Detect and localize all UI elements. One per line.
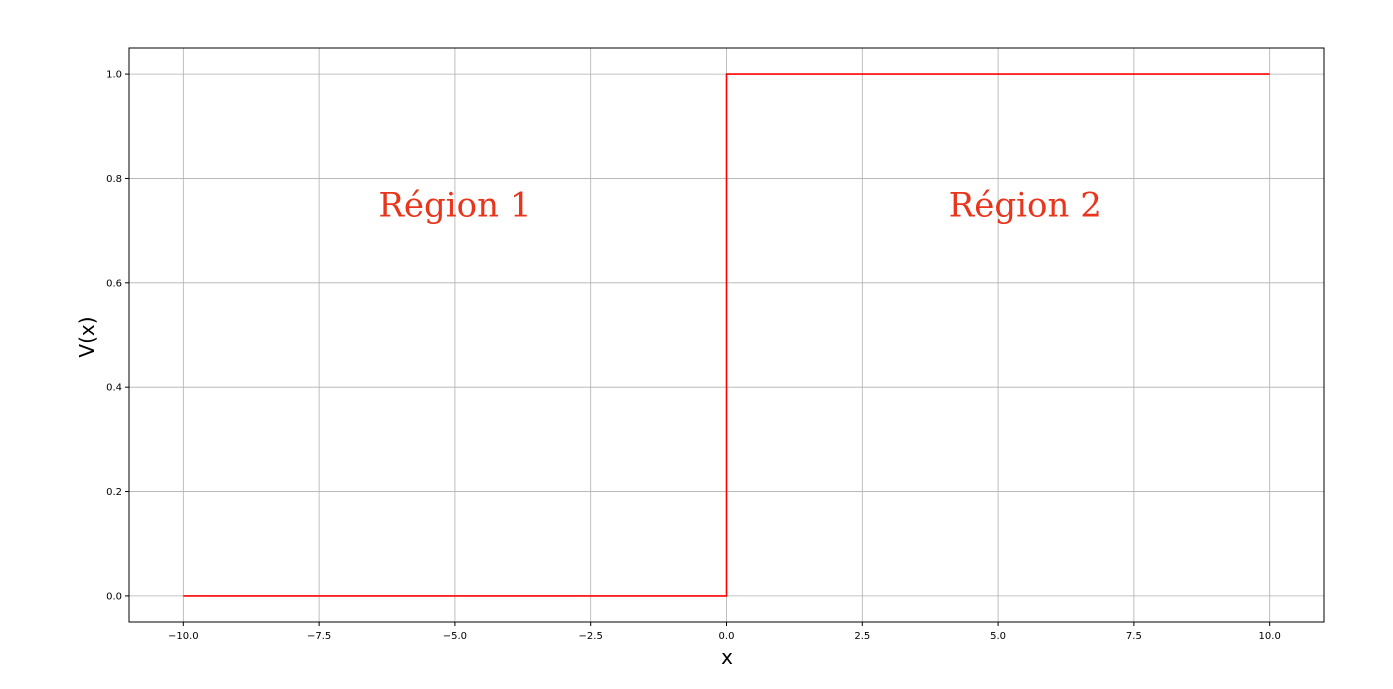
y-tick-label: 0.0 (106, 591, 122, 602)
region-label-1: Région 1 (378, 186, 531, 226)
x-tick-label: 7.5 (1126, 631, 1142, 642)
y-tick-label: 0.4 (106, 383, 122, 394)
x-tick-label: −2.5 (579, 631, 603, 642)
x-tick-label: 2.5 (854, 631, 870, 642)
x-tick-label: 0.0 (719, 631, 735, 642)
annotations: Région 1 Région 2 (378, 186, 1102, 226)
y-tick-label: 0.8 (106, 174, 122, 185)
x-axis-label: x (721, 645, 733, 669)
x-tick-label: 5.0 (990, 631, 1006, 642)
region-label-2: Région 2 (949, 186, 1102, 226)
x-tick-label: −7.5 (307, 631, 331, 642)
series-layer (183, 73, 1270, 597)
x-tick-label: −10.0 (168, 631, 199, 642)
y-tick-label: 0.6 (106, 278, 122, 289)
ticks: −10.0 −7.5 −5.0 −2.5 0.0 2.5 5.0 7.5 10.0 0.0 0.2 0… (106, 70, 1281, 642)
y-axis-label: V(x) (75, 316, 99, 357)
y-tick-label: 1.0 (106, 70, 122, 81)
potential-step-line (183, 73, 1270, 597)
x-tick-label: −5.0 (443, 631, 467, 642)
y-tick-label: 0.2 (106, 487, 122, 498)
x-tick-label: 10.0 (1259, 631, 1281, 642)
